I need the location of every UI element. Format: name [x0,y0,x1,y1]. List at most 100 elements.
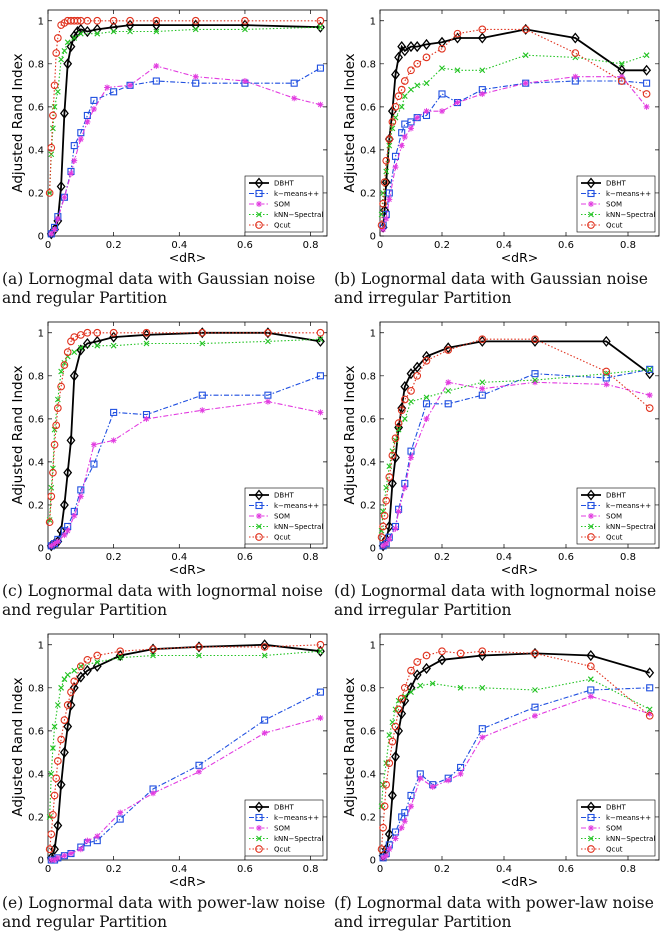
data-point [260,643,269,651]
data-point [61,48,68,54]
data-point [379,522,387,531]
data-point [54,538,61,545]
legend-label: k−means++ [274,190,319,198]
y-tick-label: 0.2 [28,188,44,199]
data-point [52,49,61,57]
data-point [394,51,404,63]
legend: DBHT k−means++ SOM kNN−Spectral Qcut [576,487,655,545]
data-point [110,408,118,416]
data-point [67,688,75,696]
data-point [412,361,422,373]
data-point [587,686,595,694]
series-line [49,332,321,523]
legend-marker [588,201,594,207]
legend-label: kNN−Spectral [274,835,323,843]
x-axis-label: <dR> [169,874,207,889]
series-qcut [377,647,654,854]
data-point [76,671,86,683]
data-point [407,791,415,799]
series-qcut [377,25,651,230]
data-point [422,651,431,660]
data-point [646,684,654,692]
y-tick-label: 0.8 [28,59,44,70]
data-point [587,693,594,700]
data-point [380,542,387,549]
y-tick-label: 0.6 [360,726,376,737]
y-axis-label: Adjusted Rand Index [342,53,358,192]
data-point [531,335,539,344]
legend-marker [255,813,263,822]
y-tick-label: 0.4 [28,457,44,468]
data-point [400,77,409,85]
data-point [49,111,57,120]
x-tick-label: 0.6 [237,864,253,875]
data-point [67,170,74,177]
data-point [50,745,56,751]
data-point [587,676,594,683]
data-point [54,215,61,222]
data-point [83,16,92,25]
data-point [398,129,406,137]
legend-marker [254,177,264,189]
data-point [391,828,400,836]
x-tick-label: 0.4 [171,240,187,251]
data-point [377,533,386,542]
legend-marker [255,845,263,853]
data-point [316,64,324,72]
data-point [379,199,387,208]
x-tick-label: 0 [377,240,383,251]
data-point [586,662,595,671]
data-point [76,662,85,671]
data-point [64,672,71,678]
data-point [53,34,62,42]
data-point [149,645,157,653]
x-tick-label: 0.4 [496,552,512,563]
data-point [645,404,654,412]
data-point [400,45,410,57]
data-point [643,79,651,87]
data-point [391,751,400,763]
data-point [264,398,271,405]
legend-label: kNN−Spectral [274,211,323,219]
data-point [477,32,487,44]
data-point [383,540,390,547]
data-point [422,662,431,674]
data-point [378,211,385,218]
data-point [408,803,414,810]
data-point [479,379,486,386]
data-point [110,342,117,349]
panel-f: 0 0.2 0.4 0.6 0.8 1 0 0.2 0.4 0.6 0.8 <dR> Adjusted … [332,624,664,937]
data-point [522,52,529,59]
data-point [531,649,539,658]
data-point [46,814,53,820]
data-point [407,66,415,75]
data-point [414,82,421,89]
data-point [94,833,101,840]
legend-marker [587,221,595,229]
panel-e: 0 0.2 0.4 0.6 0.8 1 0 0.2 0.4 0.6 0.8 <dR> Adjusted … [0,624,332,937]
data-point [45,189,54,197]
series-line [51,375,321,547]
series-line [49,644,321,850]
data-point [195,761,203,769]
x-tick-label: 0.8 [303,240,319,251]
data-point [197,327,207,339]
series-som [380,693,653,861]
data-point [646,366,653,373]
data-point [445,379,452,386]
data-point [84,118,91,125]
x-axis-label: <dR> [501,250,539,265]
caption-f: (f) Lognormal data with power-law noise … [334,894,654,931]
data-point [110,437,117,444]
data-point [64,39,71,46]
data-point [242,26,248,33]
x-tick-label: 0.4 [171,864,187,875]
data-point [572,73,579,80]
data-point [77,344,84,351]
data-point [530,647,540,659]
data-point [391,434,400,443]
data-point [391,103,400,111]
series-knn-spectral [378,366,653,534]
data-point [456,649,465,658]
data-point [93,328,102,337]
